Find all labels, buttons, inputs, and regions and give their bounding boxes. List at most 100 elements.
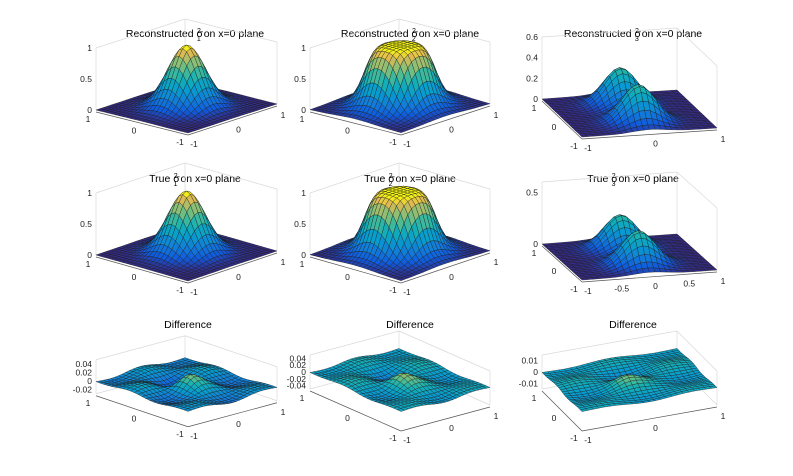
z-tick-label: 0.02 <box>75 368 92 378</box>
x-tick-label: -1 <box>403 139 411 149</box>
z-tick-label: 1 <box>301 43 306 53</box>
z-tick-label: -0.02 <box>73 385 93 395</box>
x-tick-label: -1 <box>190 287 198 297</box>
front-axes <box>95 105 278 136</box>
y-tick-label: 1 <box>532 248 537 258</box>
z-tick-label: 0.5 <box>526 187 538 197</box>
x-tick-label: -1 <box>190 139 198 149</box>
y-tick-label: 0 <box>552 266 557 276</box>
surface-mesh <box>95 357 278 412</box>
x-tick-label: 1 <box>494 110 499 120</box>
x-tick-label: 0 <box>449 272 454 282</box>
surface-cell <box>396 130 406 133</box>
z-tick-label: 0 <box>87 105 92 115</box>
surface-cell <box>579 134 588 138</box>
surface-mesh <box>95 190 278 282</box>
panel-title-8: Difference <box>386 319 434 331</box>
x-tick-label: 0 <box>236 125 241 135</box>
z-tick-label: 0.2 <box>526 73 538 83</box>
x-tick-label: 1 <box>494 257 499 267</box>
z-tick-label: 0.6 <box>526 32 538 42</box>
x-tick-label: -1 <box>190 431 198 441</box>
x-tick-label: 0 <box>449 423 454 433</box>
y-tick-label: 1 <box>300 259 305 269</box>
y-tick-label: 1 <box>300 114 305 124</box>
y-tick-label: 0 <box>552 122 557 132</box>
y-tick-label: -1 <box>570 284 578 294</box>
surface-mesh <box>309 185 491 281</box>
z-tick-label: 1 <box>87 188 92 198</box>
surface-mesh <box>95 44 278 134</box>
panel-title-3: Reconstructed σ2 3 on x=0 plane <box>564 28 702 43</box>
x-tick-label: 0 <box>236 272 241 282</box>
z-tick-label: 0.5 <box>80 74 92 84</box>
panel-title-1: Reconstructed σ2 1 on x=0 plane <box>126 28 264 43</box>
x-tick-label: 1 <box>721 276 726 286</box>
y-tick-label: 0 <box>132 126 137 136</box>
z-tick-label: 0.5 <box>80 219 92 229</box>
y-tick-label: -1 <box>176 429 184 439</box>
y-tick-label: 0 <box>345 413 350 423</box>
x-tick-label: -1 <box>403 435 411 445</box>
x-tick-label: -1 <box>403 287 411 297</box>
y-tick-label: -1 <box>176 137 184 147</box>
front-axes <box>309 105 491 136</box>
panel-title-7: Difference <box>164 319 212 331</box>
surface-mesh <box>541 214 718 281</box>
y-tick-label: 0 <box>345 126 350 136</box>
y-tick-label: -1 <box>570 141 578 151</box>
surface-mesh <box>309 348 491 412</box>
y-tick-label: -1 <box>176 285 184 295</box>
y-tick-label: 0 <box>132 272 137 282</box>
x-tick-label: 1 <box>494 411 499 421</box>
y-tick-label: 1 <box>300 393 305 403</box>
z-tick-label: 0 <box>301 105 306 115</box>
panel-title-5: True σ2 2 on x=0 plane <box>364 173 456 188</box>
y-tick-label: 1 <box>86 114 91 124</box>
panel-title-2: Reconstructed σ2 2 on x=0 plane <box>341 28 479 43</box>
x-tick-label: -1 <box>584 286 592 296</box>
surface-mesh <box>541 348 718 412</box>
z-tick-label: 1 <box>87 43 92 53</box>
x-tick-label: -1 <box>584 143 592 153</box>
x-tick-label: 0 <box>653 281 658 291</box>
z-tick-label: 0.4 <box>526 53 538 63</box>
z-tick-label: 1 <box>301 188 306 198</box>
surface-mesh <box>309 40 491 133</box>
z-tick-label: 0 <box>533 94 538 104</box>
y-tick-label: -1 <box>389 433 397 443</box>
z-tick-label: 0 <box>87 376 92 386</box>
x-tick-label: 0.5 <box>683 279 695 289</box>
y-tick-label: 1 <box>86 259 91 269</box>
panel-title-9: Difference <box>609 319 657 331</box>
z-tick-label: 0 <box>87 250 92 260</box>
x-tick-label: 0 <box>653 139 658 149</box>
surface-cell <box>579 277 589 281</box>
surface-cell <box>183 130 193 134</box>
y-tick-label: 1 <box>532 103 537 113</box>
z-tick-label: 0.04 <box>75 359 92 369</box>
x-tick-label: 1 <box>721 134 726 144</box>
x-tick-label: 1 <box>281 407 286 417</box>
y-tick-label: -1 <box>389 137 397 147</box>
x-tick-label: 0 <box>236 419 241 429</box>
panel-title-4: True σ2 1 on x=0 plane <box>149 173 241 188</box>
x-tick-label: 1 <box>281 257 286 267</box>
z-tick-label: 0 <box>533 239 538 249</box>
y-tick-label: -1 <box>389 285 397 295</box>
z-tick-label: 0 <box>301 250 306 260</box>
z-tick-label: 0.5 <box>294 219 306 229</box>
z-tick-label: 0.5 <box>294 74 306 84</box>
surface-mesh <box>541 67 718 138</box>
x-tick-label: -0.5 <box>614 284 629 294</box>
y-tick-label: 0 <box>345 272 350 282</box>
